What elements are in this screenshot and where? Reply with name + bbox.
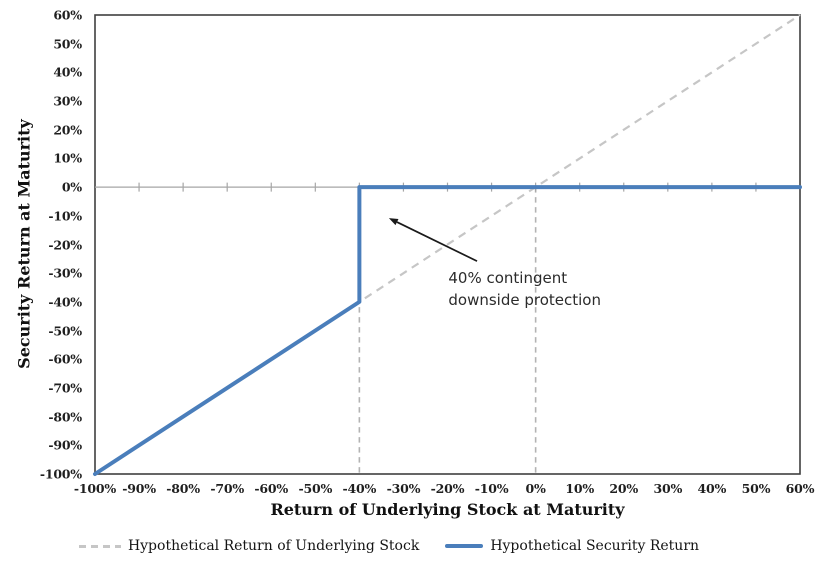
y-tick-label: 0% <box>61 179 82 195</box>
y-tick-label: -20% <box>48 237 82 252</box>
y-tick-label: 10% <box>53 150 82 166</box>
y-tick-label: -100% <box>39 466 82 482</box>
solid-line-swatch <box>445 544 484 548</box>
y-tick-label: 50% <box>53 36 82 52</box>
security-return-line <box>93 185 802 476</box>
x-tick-label: -30% <box>386 481 421 496</box>
x-tick-label: 30% <box>653 481 683 496</box>
x-tick-label: 20% <box>609 481 639 496</box>
plot-border <box>94 14 801 475</box>
y-tick-label: 40% <box>53 64 82 80</box>
x-tick-label: 40% <box>697 481 727 496</box>
x-tick-label: -60% <box>254 481 289 496</box>
y-tick-label: -40% <box>48 294 82 310</box>
y-tick-label: 60% <box>53 7 82 23</box>
x-tick-label: -100% <box>73 481 117 496</box>
x-tick-label: -80% <box>166 481 200 496</box>
y-tick-label: -10% <box>48 208 82 224</box>
x-tick-label: -20% <box>430 481 465 496</box>
y-tick-label: -50% <box>48 323 82 339</box>
x-tick-label: -40% <box>342 481 377 496</box>
x-tick-label: 0% <box>525 481 546 496</box>
x-tick-label: -70% <box>210 481 245 496</box>
y-tick-label: 20% <box>53 122 82 138</box>
annotation-arrow-shaft <box>396 221 478 262</box>
legend-item-underlying: Hypothetical Return of Underlying Stock <box>78 538 420 554</box>
x-axis-title: Return of Underlying Stock at Maturity <box>270 500 625 519</box>
annotation-text: 40% contingent downside protection <box>448 268 601 312</box>
annotation-arrowhead <box>388 218 399 226</box>
x-tick-label: 60% <box>785 481 815 496</box>
annotation-line-2: downside protection <box>448 290 601 309</box>
y-tick-label: -80% <box>48 409 82 425</box>
x-tick-label: -10% <box>474 481 509 496</box>
x-tick-label: 50% <box>741 481 771 496</box>
legend-label-underlying: Hypothetical Return of Underlying Stock <box>127 538 420 554</box>
y-tick-label: -60% <box>48 351 82 367</box>
x-tick-label: -90% <box>122 481 156 496</box>
y-tick-label: 30% <box>53 93 82 109</box>
annotation-line-1: 40% contingent <box>448 269 568 288</box>
x-tick-label: -50% <box>298 481 333 496</box>
y-tick-label: -30% <box>48 265 82 281</box>
legend-item-security: Hypothetical Security Return <box>445 538 699 554</box>
y-axis-title: Security Return at Maturity <box>14 119 34 369</box>
legend: Hypothetical Return of Underlying Stock … <box>0 534 778 558</box>
legend-label-security: Hypothetical Security Return <box>490 538 700 554</box>
y-tick-label: -70% <box>48 380 82 396</box>
x-tick-label: 10% <box>565 481 595 496</box>
y-tick-label: -90% <box>48 437 82 453</box>
dashed-line-swatch <box>78 544 121 548</box>
